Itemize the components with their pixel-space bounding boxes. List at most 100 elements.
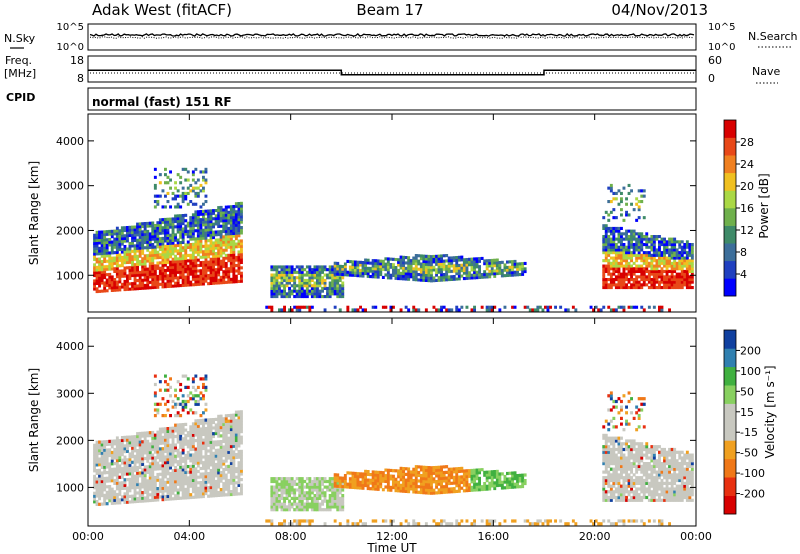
velocity-cell [113,439,117,443]
velocity-cell [158,438,162,442]
velocity-cell [313,479,317,484]
power-cell [635,267,639,271]
power-cell [640,286,644,290]
velocity-cell [328,508,332,512]
velocity-cell [240,461,243,465]
power-cell [521,264,525,268]
velocity-cell [204,377,208,381]
power-cell [189,224,193,228]
power-cell [678,280,682,284]
velocity-cell [232,458,236,462]
power-cell [678,253,682,257]
velocity-cell [141,482,145,486]
power-cell [485,305,489,309]
velocity-cell [212,457,215,461]
power-cell [473,273,476,277]
power-cell [110,259,114,263]
power-cell [105,232,109,236]
power-cell [305,292,309,296]
velocity-cell [143,451,147,455]
power-cell [181,270,185,274]
power-cell [493,264,497,268]
velocity-cell [113,498,117,502]
power-cell [640,194,644,198]
velocity-cell [93,497,96,501]
velocity-cell [310,508,314,512]
velocity-cell [298,477,302,481]
power-cell [151,248,155,252]
power-cell [473,305,476,309]
velocity-cell [381,476,385,480]
velocity-cell [166,449,170,453]
power-cell [158,181,162,185]
velocity-cell [148,473,152,477]
velocity-cell [234,424,238,428]
power-cell [217,246,221,250]
power-cell [93,257,96,261]
power-cell [209,228,213,232]
velocity-cell [290,477,294,481]
power-cell [123,253,127,257]
power-cell [156,277,160,281]
power-cell [156,280,160,284]
power-cell [232,280,236,284]
power-cell [164,217,167,221]
velocity-cell [156,492,160,496]
velocity-cell [133,483,137,487]
power-cell [652,264,656,268]
velocity-cell [217,493,221,497]
velocity-cell [171,477,175,481]
velocity-cell [272,505,276,509]
power-cell [209,222,213,226]
power-cell [158,274,162,278]
power-cell [488,272,492,276]
power-cell [148,224,152,228]
power-cell [620,245,623,249]
power-cell [179,181,183,185]
colorbar-segment [724,243,736,262]
velocity-cell [171,460,175,464]
power-cell [650,261,654,265]
power-cell [407,256,411,260]
power-cell [120,255,124,259]
power-cell [196,277,200,281]
power-cell [158,242,162,246]
power-cell [620,286,623,290]
power-cell [120,264,124,268]
power-cell [240,244,243,248]
power-cell [371,305,375,309]
power-cell [614,275,618,279]
power-cell [217,270,221,274]
power-cell [617,240,621,244]
power-cell [652,269,656,273]
power-cell [604,240,608,244]
power-cell [293,295,297,299]
velocity-cell [95,443,99,447]
velocity-cell [272,502,276,506]
power-cell [354,308,357,312]
velocity-cell [158,486,162,490]
velocity-cell [376,482,380,486]
power-cell [637,240,641,244]
power-cell [663,283,666,287]
power-cell [166,268,170,272]
velocity-cell [219,493,223,497]
power-cell [169,247,172,251]
power-cell [602,248,606,252]
power-cell [184,227,188,231]
velocity-cell [128,469,132,473]
power-cell [158,253,162,257]
power-cell [617,229,621,233]
power-cell [212,276,215,280]
velocity-cell [204,460,208,465]
power-cell [224,243,228,247]
power-cell [229,245,233,249]
velocity-cell [229,439,233,443]
velocity-cell [166,427,170,431]
power-cell [275,273,279,277]
power-cell [356,274,360,278]
power-cell [313,281,317,285]
power-cell [614,256,618,260]
power-cell [123,236,127,240]
velocity-cell [295,508,299,512]
